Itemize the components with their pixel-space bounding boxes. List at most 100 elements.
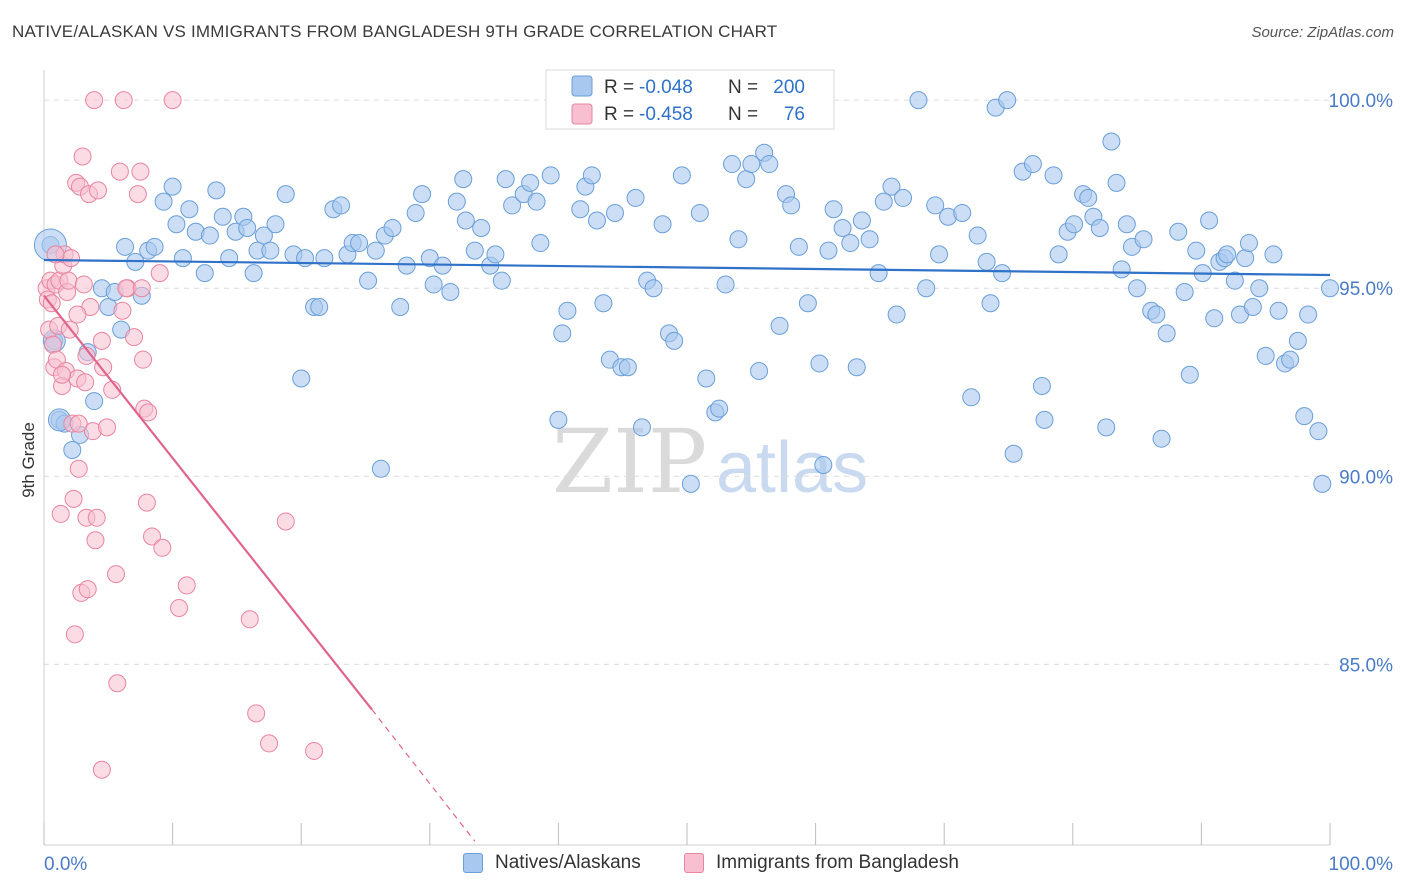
data-point-natives <box>618 358 637 377</box>
data-point-natives <box>824 200 843 219</box>
legend-swatch-bangladesh-icon <box>684 853 704 873</box>
data-point-natives <box>953 203 972 222</box>
legend-r-label-2: R = <box>604 104 634 125</box>
data-point-natives <box>909 91 928 110</box>
trend-line-bangladesh-extension <box>371 709 476 842</box>
data-point-natives <box>1152 429 1171 448</box>
data-point-natives <box>894 188 913 207</box>
data-point-natives <box>716 275 735 294</box>
data-point-bangladesh <box>51 504 70 523</box>
data-point-bangladesh <box>150 264 169 283</box>
y-tick-label: 85.0% <box>1339 655 1393 676</box>
data-point-natives <box>1147 305 1166 324</box>
data-point-bangladesh <box>137 493 156 512</box>
data-point-natives <box>1090 219 1109 238</box>
data-point-natives <box>1004 444 1023 463</box>
data-point-bangladesh <box>114 91 133 110</box>
data-point-natives <box>254 226 273 245</box>
data-point-natives <box>977 252 996 271</box>
data-point-natives <box>1243 298 1262 317</box>
data-point-natives <box>359 271 378 290</box>
data-point-natives <box>605 203 624 222</box>
data-point-natives <box>454 170 473 189</box>
data-point-bangladesh <box>153 538 172 557</box>
data-point-natives <box>1309 422 1328 441</box>
data-point-natives <box>310 298 329 317</box>
data-point-natives <box>882 177 901 196</box>
data-point-bangladesh <box>77 346 96 365</box>
data-point-natives <box>930 245 949 264</box>
data-point-natives <box>213 207 232 226</box>
data-point-natives <box>681 474 700 493</box>
data-point-natives <box>424 275 443 294</box>
bottom-legend: Natives/Alaskans Immigrants from Banglad… <box>0 852 1406 878</box>
data-point-natives <box>207 181 226 200</box>
data-point-bangladesh <box>76 373 95 392</box>
data-point-natives <box>1288 331 1307 350</box>
legend-swatch-natives-icon <box>463 853 483 873</box>
data-point-natives <box>587 211 606 230</box>
data-point-bangladesh <box>46 245 65 264</box>
data-point-natives <box>653 215 672 234</box>
data-point-natives <box>1035 410 1054 429</box>
y-axis-label: 9th Grade <box>19 422 38 498</box>
data-point-natives <box>63 440 82 459</box>
data-point-bangladesh <box>260 734 279 753</box>
data-point-natives <box>1264 245 1283 264</box>
data-point-bangladesh <box>240 610 259 629</box>
data-point-bangladesh <box>107 565 126 584</box>
data-point-natives <box>276 185 295 204</box>
trend-line-bangladesh <box>43 295 373 711</box>
data-point-bangladesh <box>59 271 78 290</box>
data-point-natives <box>1200 211 1219 230</box>
data-point-bangladesh <box>92 760 111 779</box>
data-point-natives <box>496 170 515 189</box>
tick-labels: 85.0% 90.0% 95.0% 100.0% 0.0% 100.0% <box>44 91 1393 875</box>
watermark-zip: ZIP <box>552 410 707 513</box>
data-point-bangladesh <box>68 305 87 324</box>
data-point-natives <box>1299 305 1318 324</box>
watermark-atlas: atlas <box>716 428 868 508</box>
data-point-natives <box>266 215 285 234</box>
data-point-natives <box>869 264 888 283</box>
data-point-natives <box>397 256 416 275</box>
data-point-natives <box>441 282 460 301</box>
source-label: Source: ZipAtlas.com <box>1251 24 1394 41</box>
data-point-natives <box>810 354 829 373</box>
data-point-natives <box>690 203 709 222</box>
data-point-natives <box>737 170 756 189</box>
data-point-natives <box>492 271 511 290</box>
data-point-natives <box>521 173 540 192</box>
data-point-natives <box>1218 245 1237 264</box>
data-point-bangladesh <box>128 185 147 204</box>
data-point-bangladesh <box>134 350 153 369</box>
data-point-natives <box>486 245 505 264</box>
data-point-bangladesh <box>163 91 182 110</box>
data-point-natives <box>860 230 879 249</box>
data-point-bangladesh <box>53 365 72 384</box>
data-point-natives <box>1175 282 1194 301</box>
data-point-natives <box>968 226 987 245</box>
legend-n-value-2: 76 <box>784 104 805 125</box>
data-point-natives <box>1102 132 1121 151</box>
data-point-bangladesh <box>94 358 113 377</box>
data-point-bangladesh <box>73 147 92 166</box>
data-point-bangladesh <box>247 704 266 723</box>
data-point-natives <box>200 226 219 245</box>
data-point-natives <box>465 241 484 260</box>
legend-box: R = -0.048 N = 200 R = -0.458 N = 76 <box>545 69 835 130</box>
data-point-natives <box>163 177 182 196</box>
legend-n-label-1: N = <box>728 77 758 98</box>
y-tick-label: 95.0% <box>1339 279 1393 300</box>
data-point-natives <box>789 237 808 256</box>
data-point-bangladesh <box>92 331 111 350</box>
data-point-natives <box>472 219 491 238</box>
data-point-natives <box>180 200 199 219</box>
data-point-bangladesh <box>117 279 136 298</box>
x-tick-label: 0.0% <box>44 854 87 875</box>
trend-line-natives <box>43 258 1331 277</box>
data-point-natives <box>527 192 546 211</box>
data-point-natives <box>371 459 390 478</box>
data-point-bangladesh <box>110 162 129 181</box>
legend-n-value-1: 200 <box>773 77 805 98</box>
